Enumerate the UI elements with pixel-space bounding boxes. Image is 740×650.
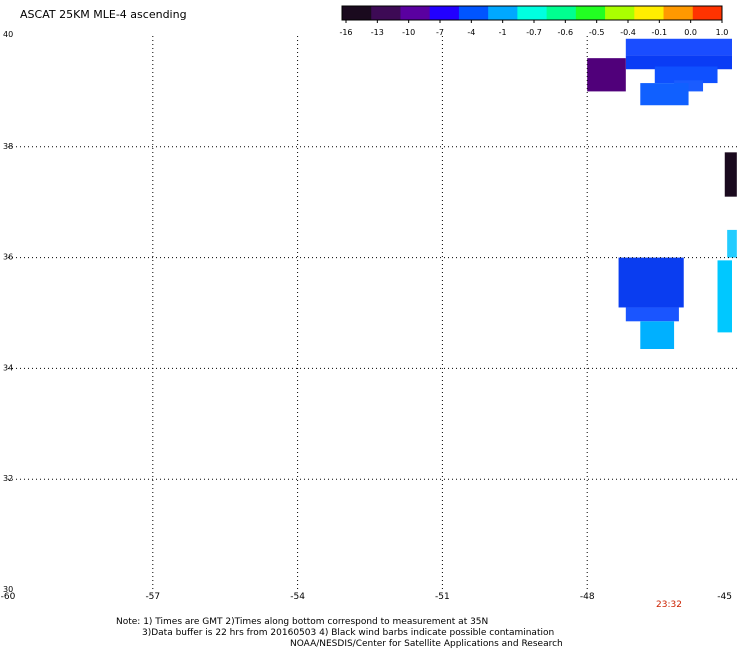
colorbar-segment (371, 6, 401, 20)
wind-cell (618, 257, 684, 308)
longitude-label: -60 (1, 592, 16, 602)
wind-cell (717, 260, 732, 333)
longitude-label: -48 (580, 592, 595, 602)
note-line-1: Note: 1) Times are GMT 2)Times along bot… (116, 617, 489, 627)
wind-cell (640, 83, 689, 106)
wind-cell (587, 58, 626, 92)
note-line-2: 3)Data buffer is 22 hrs from 20160503 4)… (142, 628, 555, 638)
colorbar-tick-label: 1.0 (716, 28, 729, 37)
latitude-label: 36 (3, 253, 13, 262)
colorbar-segment (429, 6, 460, 20)
longitude-label: -54 (290, 592, 305, 602)
colorbar-segment (605, 6, 635, 20)
colorbar-tick-label: -16 (339, 28, 352, 37)
colorbar-tick-label: 0.0 (684, 28, 697, 37)
wind-cell (654, 66, 718, 84)
wind-cell (625, 55, 732, 70)
latitude-label: 32 (3, 474, 13, 483)
colorbar-tick-label: -1 (499, 28, 507, 37)
pass-timestamp: 23:32 (656, 600, 682, 610)
colorbar-tick-label: -10 (402, 28, 415, 37)
longitude-label: -57 (145, 592, 160, 602)
map-title: ASCAT 25KM MLE-4 ascending (20, 8, 187, 21)
lat-lon-grid (8, 36, 740, 590)
latitude-label: 40 (3, 30, 13, 39)
wind-cell (674, 80, 704, 92)
colorbar-segment (575, 6, 606, 20)
wind-cell (625, 307, 679, 322)
note-line-3: NOAA/NESDIS/Center for Satellite Applica… (290, 639, 563, 649)
latitude-labels: 40 38 36 34 32 30 (3, 30, 13, 594)
wind-cell (625, 38, 732, 56)
wind-data-cells (587, 38, 737, 350)
longitude-labels: -60 -57 -54 -51 -48 -45 (1, 592, 732, 602)
colorbar-segment (488, 6, 518, 20)
colorbar-tick-label: -13 (371, 28, 384, 37)
colorbar-tick-label: -0.5 (589, 28, 605, 37)
colorbar-segment (517, 6, 548, 20)
colorbar-segment (692, 6, 723, 20)
colorbar-segment (400, 6, 431, 20)
latitude-label: 34 (3, 363, 13, 372)
colorbar-segment (546, 6, 577, 20)
colorbar-tick-label: -0.6 (558, 28, 574, 37)
colorbar-tick-label: -0.1 (652, 28, 668, 37)
colorbar-frame (341, 5, 723, 21)
wind-cell (640, 321, 675, 350)
colorbar: -16 -13 -10 -7 -4 -1 -0.7 -0.6 -0.5 -0.4 -0.1 0.0 1.… (339, 5, 729, 37)
colorbar-tick-label: -0.7 (526, 28, 542, 37)
latitude-label: 38 (3, 142, 13, 151)
latitude-label: 30 (3, 585, 13, 594)
wind-cell (727, 229, 737, 258)
colorbar-tick-label: -4 (467, 28, 475, 37)
colorbar-tick-label: -7 (436, 28, 444, 37)
wind-cell (724, 152, 737, 197)
colorbar-tick-label: -0.4 (620, 28, 636, 37)
colorbar-segment (342, 6, 372, 20)
colorbar-segment (458, 6, 489, 20)
colorbar-segment (634, 6, 665, 20)
longitude-label: -51 (435, 592, 450, 602)
colorbar-segment (663, 6, 694, 20)
longitude-label: -45 (717, 592, 732, 602)
